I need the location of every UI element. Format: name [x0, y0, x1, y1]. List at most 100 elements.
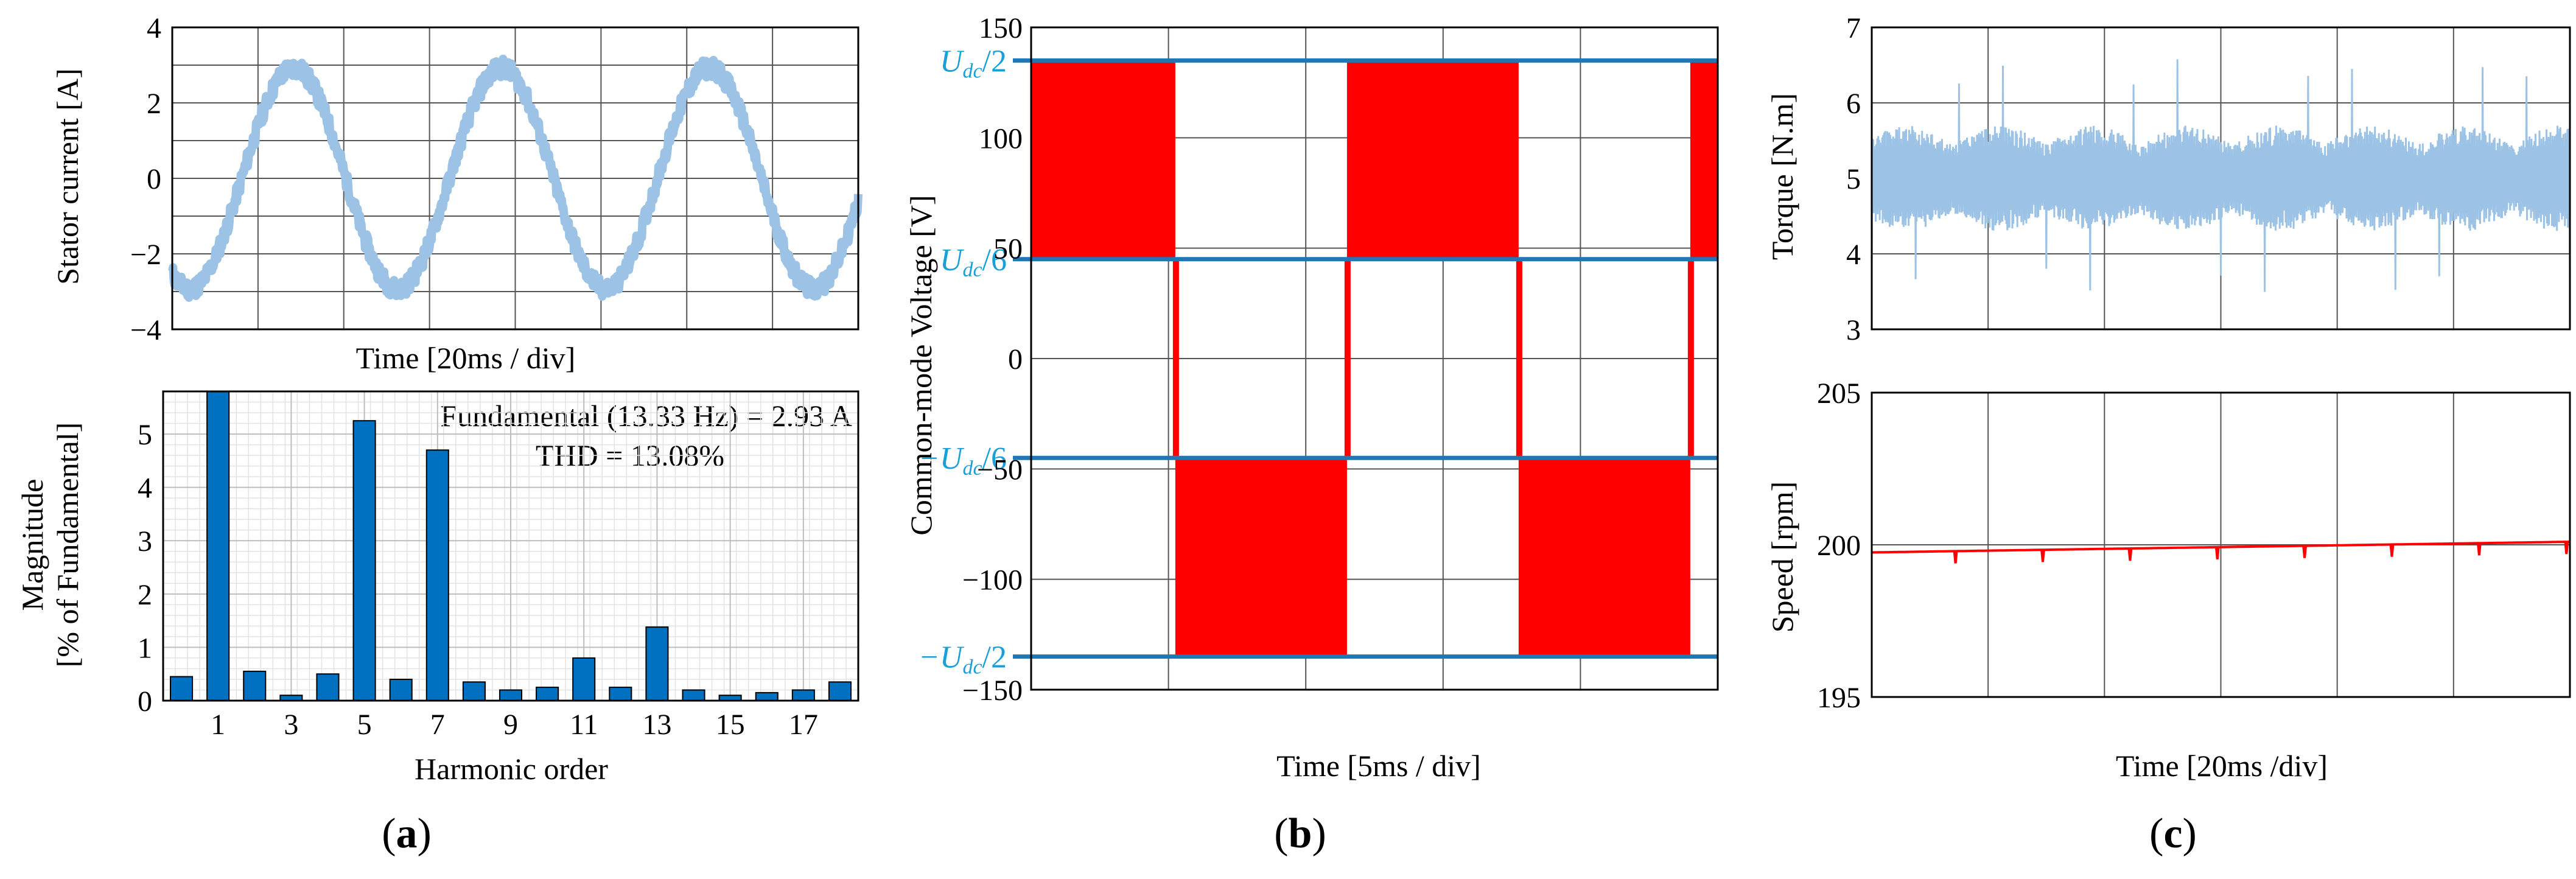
harmonic-xtick-0: 1 [211, 709, 225, 741]
harmonic-bar [243, 670, 267, 702]
panel-a-letter: a [396, 810, 418, 857]
harmonic-bar [536, 687, 559, 701]
harmonic-xtick-7: 15 [716, 709, 745, 741]
cmv-xlabel: Time [5ms / div] [1276, 749, 1481, 783]
harmonic-bar [682, 689, 705, 702]
svg-text:(b): (b) [1274, 810, 1326, 857]
harmonic-bar [352, 420, 376, 701]
harmonic-ytick-0: 5 [138, 419, 152, 451]
svg-text:(a): (a) [382, 810, 432, 857]
harmonic-ytick-1: 4 [138, 472, 152, 505]
panel-b-open: ( [1274, 810, 1288, 857]
speed-plot: Speed [rpm] Time [20ms /div] 205 200 195 [1765, 377, 2571, 783]
fundamental-annotation: Fundamental (13.33 Hz) = 2.93 A [440, 399, 852, 433]
harmonic-spectrum-plot: Magnitude [% of Fundamental] Harmonic or… [15, 390, 859, 786]
cmv-ytick-0: 150 [979, 12, 1023, 44]
torque-ytick-0: 7 [1846, 12, 1861, 44]
cmv-ytick-2: 50 [993, 233, 1023, 265]
harmonic-ytick-3: 2 [138, 579, 152, 611]
torque-ylabel: Torque [N.m] [1765, 93, 1799, 260]
cmv-frame [1030, 26, 1719, 691]
harmonic-bar [645, 626, 669, 701]
stator-current-xlabel: Time [20ms / div] [356, 341, 576, 375]
harmonic-bar [316, 673, 340, 702]
harmonic-bar [609, 687, 632, 701]
common-mode-voltage-plot: Common-mode Voltage [V] Time [5ms / div]… [904, 12, 1719, 783]
cmv-pulse-block-0 [1031, 60, 1175, 259]
cmv-pulse-block-4 [1690, 60, 1718, 259]
cmv-ylabel: Common-mode Voltage [V] [904, 195, 938, 535]
cmv-level-label-0: Udc/2 [940, 44, 1007, 82]
harmonic-ylabel-line2: [% of Fundamental] [51, 422, 85, 668]
cmv-level-label-3: −Udc/2 [919, 640, 1007, 679]
torque-ytick-2: 5 [1846, 163, 1861, 195]
panel-label-b: (b) [1274, 810, 1326, 857]
harmonic-bar [791, 689, 815, 702]
harmonic-xtick-3: 7 [430, 709, 445, 741]
harmonic-bar [425, 449, 449, 702]
cmv-transition-3 [1516, 259, 1522, 458]
harmonic-bar [170, 676, 194, 701]
stator-current-ytick-3: −2 [130, 239, 161, 271]
stator-current-plot: Stator current [A] Time [20ms / div] 4 2 0… [51, 12, 863, 375]
speed-ytick-2: 195 [1817, 682, 1861, 714]
harmonic-frame [162, 390, 859, 702]
harmonic-xtick-1: 3 [284, 709, 298, 741]
cmv-pulse-block-2 [1346, 60, 1519, 259]
cmv-ytick-3: 0 [1008, 343, 1023, 376]
panel-c-open: ( [2149, 810, 2163, 857]
speed-ylabel: Speed [rpm] [1765, 482, 1799, 633]
stator-current-ytick-4: −4 [130, 314, 161, 346]
stator-current-ylabel: Stator current [A] [51, 68, 85, 284]
torque-ytick-1: 6 [1846, 88, 1861, 120]
stator-current-frame [171, 26, 859, 331]
torque-ytick-4: 3 [1846, 314, 1861, 346]
harmonic-xlabel: Harmonic order [415, 752, 608, 786]
panel-b-close: ) [1312, 810, 1326, 857]
torque-frame [1871, 26, 2571, 331]
cmv-ytick-6: −150 [962, 674, 1023, 707]
cmv-transition-1 [1172, 259, 1179, 458]
svg-text:(c): (c) [2149, 810, 2197, 857]
cmv-pulse-block-1 [1175, 458, 1347, 657]
panel-label-a: (a) [382, 810, 432, 857]
harmonic-xtick-6: 13 [642, 709, 671, 741]
harmonic-ytick-2: 3 [138, 525, 152, 558]
speed-xlabel: Time [20ms /div] [2116, 749, 2328, 783]
speed-frame [1871, 391, 2571, 698]
cmv-ytick-5: −100 [962, 564, 1023, 597]
harmonic-xtick-5: 11 [570, 709, 598, 741]
cmv-level-label-1: Udc/6 [940, 243, 1007, 281]
panel-a-close: ) [418, 810, 432, 857]
speed-ytick-0: 205 [1817, 377, 1861, 410]
stator-current-ytick-0: 4 [147, 12, 161, 44]
harmonic-bar [206, 391, 230, 701]
harmonic-bar [499, 689, 523, 702]
harmonic-bar [572, 657, 596, 701]
panel-c-letter: c [2163, 810, 2182, 857]
panel-a-open: ( [382, 810, 396, 857]
harmonic-bar [755, 692, 779, 701]
cmv-pulse-block-3 [1518, 458, 1690, 657]
stator-current-ytick-2: 0 [147, 163, 161, 195]
stator-current-ytick-1: 2 [147, 88, 161, 120]
harmonic-bar [828, 681, 852, 702]
torque-ytick-3: 4 [1846, 239, 1861, 271]
harmonic-ytick-5: 0 [138, 685, 152, 718]
stator-current-line [168, 54, 863, 302]
harmonic-ylabel-line1: Magnitude [15, 479, 49, 611]
cmv-ytick-4: −50 [977, 454, 1023, 486]
torque-line [1871, 59, 2571, 292]
harmonic-xtick-8: 17 [789, 709, 818, 741]
cmv-transition-2 [1344, 259, 1351, 458]
harmonic-xtick-2: 5 [357, 709, 372, 741]
cmv-ytick-1: 100 [979, 122, 1023, 155]
speed-line [1872, 541, 2570, 564]
panel-c-close: ) [2183, 810, 2197, 857]
harmonic-bar [389, 678, 413, 702]
cmv-level-label-2: −Udc/6 [919, 441, 1007, 480]
cmv-transition-4 [1687, 259, 1694, 458]
harmonic-bar [462, 681, 486, 702]
harmonic-xtick-4: 9 [503, 709, 518, 741]
